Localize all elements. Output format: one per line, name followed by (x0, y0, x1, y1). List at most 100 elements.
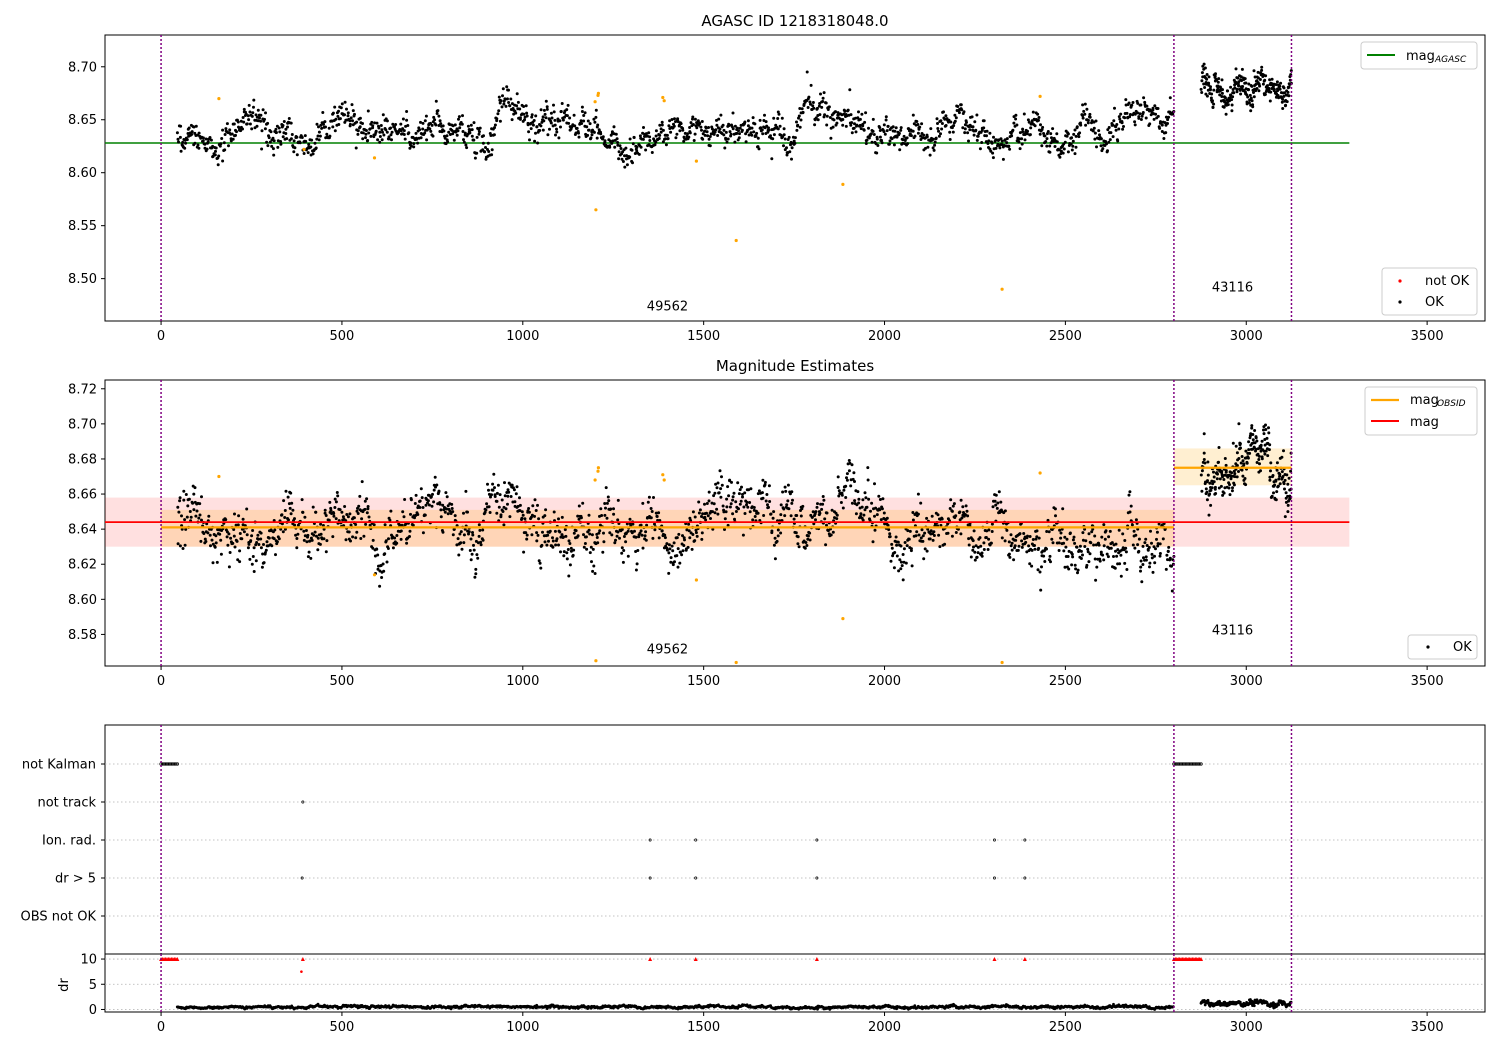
ok-point (315, 122, 319, 126)
ok-point (804, 541, 808, 544)
ok-point (305, 540, 309, 544)
ok-point (541, 530, 544, 534)
ok-point (270, 144, 274, 148)
ok-point (748, 501, 752, 504)
ok-point (703, 502, 706, 506)
ok-point (1141, 563, 1145, 566)
ok-point (1016, 548, 1020, 552)
ok-point (1220, 95, 1224, 98)
ok-point (445, 134, 449, 138)
ok-point (987, 139, 991, 143)
ok-point (1280, 470, 1284, 474)
ok-point (1062, 147, 1066, 151)
ok-point (358, 116, 362, 120)
ok-point (1050, 136, 1053, 140)
ok-point (483, 510, 487, 514)
ok-point (654, 129, 658, 133)
ok-point (856, 490, 860, 494)
ok-point (787, 507, 791, 511)
ok-point (787, 135, 791, 139)
ok-point (323, 511, 327, 515)
ok-point (826, 529, 830, 533)
ok-point (572, 531, 576, 535)
ok-point (514, 111, 518, 115)
ok-point (528, 138, 531, 142)
ok-point (1028, 562, 1032, 566)
ok-point (959, 532, 963, 536)
ok-point (928, 153, 932, 157)
ok-point (1258, 78, 1262, 81)
ok-point (670, 544, 674, 548)
ok-point (805, 70, 809, 74)
ok-point (561, 118, 565, 122)
ok-point (518, 503, 522, 507)
ok-point (271, 147, 275, 151)
ok-points (175, 62, 1293, 169)
ok-point (763, 480, 767, 484)
ok-point (493, 126, 496, 130)
ok-point (1150, 541, 1153, 545)
ok-point (908, 529, 912, 533)
ok-point (909, 549, 913, 553)
ok-point (552, 103, 555, 107)
ok-point (853, 480, 856, 483)
ok-point (188, 510, 192, 513)
ok-point (279, 140, 283, 143)
ok-point (466, 510, 469, 514)
ok-point (828, 116, 832, 119)
ok-point (1264, 449, 1268, 453)
ok-point (338, 117, 342, 121)
ok-point (1237, 470, 1240, 473)
ok-point (745, 500, 749, 504)
ok-point (1003, 509, 1007, 513)
ok-point (356, 512, 360, 515)
ok-point (780, 116, 784, 120)
ok-point (209, 138, 213, 142)
ok-point (498, 493, 502, 497)
ok-point (747, 488, 751, 492)
ok-point (366, 109, 370, 113)
ok-point (213, 153, 217, 157)
ok-point (849, 123, 853, 127)
ok-point (460, 122, 464, 126)
ok-point (544, 116, 548, 120)
ok-point (338, 508, 342, 512)
ok-point (515, 104, 519, 108)
ok-point (653, 522, 656, 526)
ok-point (1203, 461, 1207, 465)
axes-frame (104, 953, 1486, 1013)
ok-point (1049, 141, 1053, 145)
ok-point (841, 506, 845, 510)
ok-point (906, 529, 910, 533)
ok-point (1165, 553, 1169, 557)
ok-point (1092, 543, 1096, 547)
ok-point (708, 135, 712, 138)
ok-point (840, 493, 844, 497)
ok-point (535, 531, 539, 535)
ok-point (657, 137, 661, 140)
ok-point (505, 85, 509, 89)
ok-point (602, 540, 606, 544)
ok-point (539, 124, 543, 128)
ok-point (779, 531, 783, 535)
ok-point (674, 136, 678, 140)
ok-point (1111, 135, 1115, 139)
ok-point (345, 513, 349, 516)
ok-point (1081, 103, 1085, 107)
ok-point (639, 529, 643, 533)
ok-point (582, 119, 586, 123)
ok-point (1250, 424, 1254, 428)
ok-point (1030, 548, 1034, 552)
ok-point (248, 557, 252, 561)
ok-point (484, 146, 487, 149)
ok-point (340, 510, 344, 514)
ok-point (624, 540, 628, 544)
ok-point (610, 533, 614, 537)
ok-point (1127, 493, 1131, 497)
ok-point (1114, 542, 1118, 546)
ok-point (786, 499, 790, 503)
ok-point (565, 557, 569, 561)
ok-point (178, 544, 182, 548)
ok-point (1204, 82, 1208, 86)
ok-point (486, 141, 490, 145)
